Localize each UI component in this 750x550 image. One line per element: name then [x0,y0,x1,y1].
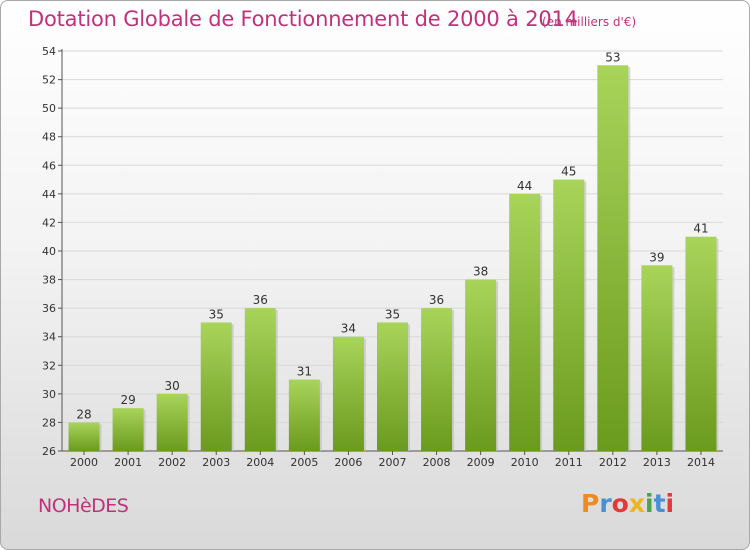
chart-title: Dotation Globale de Fonctionnement de 20… [28,7,578,31]
bar [332,336,364,451]
x-tick-label: 2006 [334,456,362,469]
bar [553,179,585,452]
y-tick-label: 46 [42,159,56,172]
commune-name: NOHèDES [38,495,129,517]
x-tick-label: 2007 [379,456,407,469]
bar [465,279,497,451]
y-tick-label: 54 [42,45,56,58]
data-label: 29 [120,393,135,407]
bar [377,322,408,451]
logo-letter: i [665,489,675,518]
bar [685,236,717,451]
data-label: 44 [517,179,532,193]
x-tick-label: 2005 [290,456,318,469]
data-label: 30 [165,379,180,393]
bar [244,308,276,451]
logo-letter: t [653,489,666,518]
y-tick-label: 32 [42,359,56,372]
data-label: 36 [429,293,444,307]
x-tick-label: 2011 [555,456,583,469]
bar [200,322,232,451]
data-label: 35 [385,307,400,321]
bar [509,193,541,451]
bars [68,65,719,452]
data-label: 36 [253,293,268,307]
data-label: 39 [649,250,664,264]
x-tick-label: 2009 [467,456,495,469]
data-label: 53 [605,50,620,64]
data-label: 41 [693,222,708,236]
x-tick-label: 2012 [599,456,627,469]
y-tick-label: 36 [42,302,56,315]
data-label: 45 [561,165,576,179]
bar [641,265,673,451]
x-tick-label: 2014 [687,456,715,469]
y-tick-label: 52 [42,74,56,87]
labels: 28 29 30 35 36 31 34 35 36 38 44 45 53 39 41 [76,50,708,421]
chart-unit: (en milliers d'€) [542,15,637,29]
proxiti-logo[interactable]: Proxiti [581,489,674,518]
bar [597,65,629,452]
y-tick-label: 34 [42,331,56,344]
bar [112,408,144,451]
y-tick-label: 42 [42,216,56,229]
x-tick-label: 2002 [158,456,186,469]
bar [156,393,188,451]
x-tick-label: 2004 [246,456,274,469]
bar [288,379,320,451]
x-tick-label: 2001 [114,456,142,469]
data-label: 34 [341,322,356,336]
data-label: 28 [76,407,91,421]
x-tick-label: 2013 [643,456,671,469]
y-tick-label: 40 [42,245,56,258]
y-tick-label: 44 [42,188,56,201]
x-tick-label: 2003 [202,456,230,469]
logo-letter: P [581,489,600,518]
bar [68,422,100,451]
logo-letter: r [599,489,612,518]
y-tick-label: 50 [42,102,56,115]
x-tick-label: 2010 [511,456,539,469]
x-tick-label: 2000 [70,456,98,469]
bar [421,308,453,451]
y-tick-label: 26 [42,445,56,458]
logo-letter: i [645,489,654,518]
y-tick-label: 30 [42,388,56,401]
y-tick-label: 28 [42,416,56,429]
y-tick-label: 48 [42,131,56,144]
logo-letter: x [628,489,645,518]
logo-letter: o [611,489,629,518]
data-label: 38 [473,265,488,279]
x-tick-label: 2008 [423,456,451,469]
data-label: 35 [209,307,224,321]
data-label: 31 [297,365,312,379]
y-tick-label: 38 [42,274,56,287]
